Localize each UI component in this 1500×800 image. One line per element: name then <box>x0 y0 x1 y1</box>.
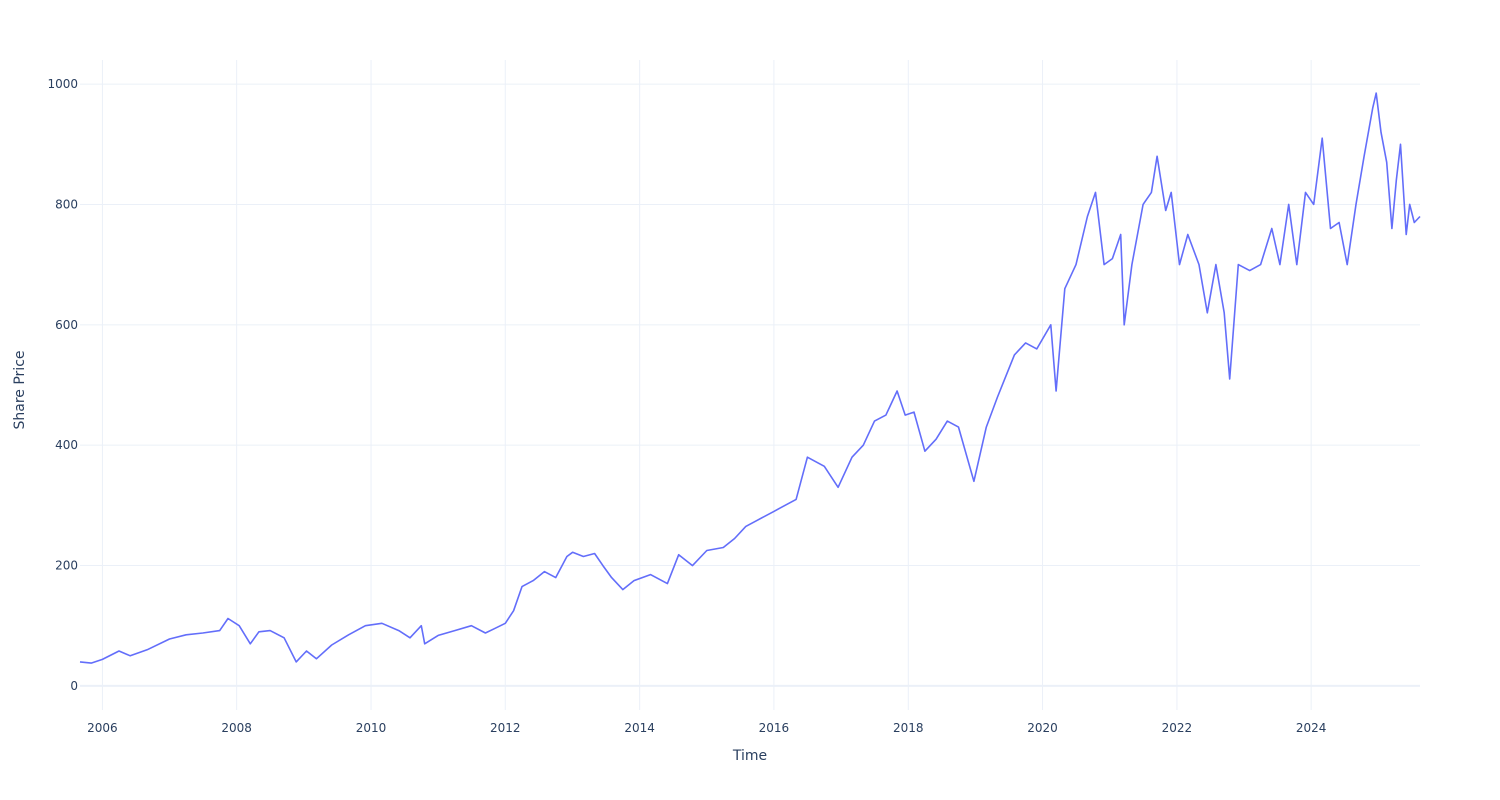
x-tick-label: 2018 <box>893 721 924 735</box>
x-tick-label: 2014 <box>624 721 655 735</box>
y-tick-label: 800 <box>55 197 78 211</box>
x-tick-label: 2016 <box>759 721 790 735</box>
x-axis-title: Time <box>732 748 767 764</box>
y-gridlines <box>80 83 1420 687</box>
x-tick-label: 2008 <box>221 721 252 735</box>
y-tick-label: 0 <box>70 679 78 693</box>
y-axis-ticks: 0 200 400 600 800 1000 <box>47 77 78 693</box>
x-tick-label: 2020 <box>1027 721 1058 735</box>
plot-area <box>79 92 1421 664</box>
y-tick-label: 200 <box>55 559 78 573</box>
x-tick-label: 2022 <box>1162 721 1193 735</box>
x-tick-label: 2024 <box>1296 721 1327 735</box>
share-price-series-line <box>79 92 1421 664</box>
y-tick-label: 400 <box>55 438 78 452</box>
y-tick-label: 600 <box>55 318 78 332</box>
y-tick-label: 1000 <box>47 77 78 91</box>
x-axis-ticks: 2006 2008 2010 2012 2014 2016 2018 2020 2022 2024 <box>87 721 1326 735</box>
x-gridlines <box>101 60 1312 710</box>
x-tick-label: 2010 <box>356 721 387 735</box>
x-tick-label: 2012 <box>490 721 521 735</box>
x-tick-label: 2006 <box>87 721 118 735</box>
y-axis-title: Share Price <box>12 350 28 429</box>
